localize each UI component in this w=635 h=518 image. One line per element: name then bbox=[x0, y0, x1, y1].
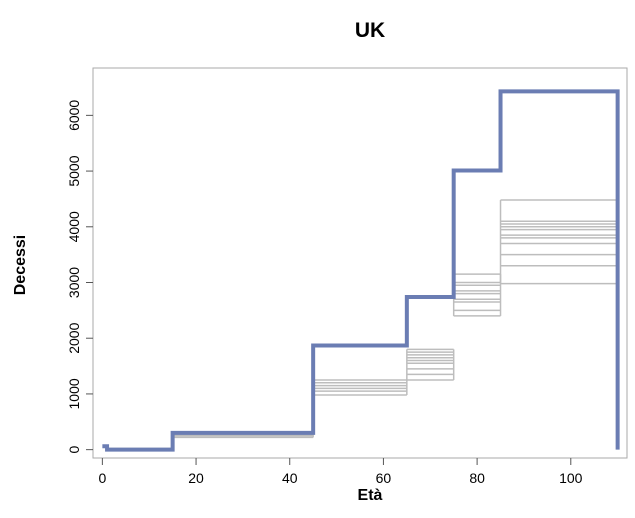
chart-title: UK bbox=[355, 19, 385, 42]
x-tick-label: 100 bbox=[559, 470, 583, 486]
observed-series-line bbox=[102, 89, 620, 452]
x-tick-label: 60 bbox=[376, 470, 392, 486]
y-axis-label: Decessi bbox=[12, 235, 29, 296]
x-axis: 0 20 40 60 80 100 bbox=[98, 458, 583, 486]
x-tick-label: 80 bbox=[469, 470, 485, 486]
y-tick-label: 1000 bbox=[66, 378, 82, 409]
x-tick-label: 20 bbox=[188, 470, 204, 486]
x-axis-label: Età bbox=[358, 487, 383, 504]
y-tick-label: 4000 bbox=[66, 211, 82, 242]
y-tick-label: 5000 bbox=[66, 155, 82, 186]
y-tick-label: 3000 bbox=[66, 267, 82, 298]
y-tick-label: 6000 bbox=[66, 100, 82, 131]
x-tick-label: 40 bbox=[282, 470, 298, 486]
x-tick-label: 0 bbox=[98, 470, 106, 486]
plot-frame bbox=[92, 67, 628, 459]
y-tick-label: 2000 bbox=[66, 322, 82, 353]
y-axis: 0 1000 2000 3000 4000 5000 6000 bbox=[66, 100, 93, 454]
simulated-series bbox=[106, 199, 619, 450]
y-tick-label: 0 bbox=[66, 446, 82, 454]
